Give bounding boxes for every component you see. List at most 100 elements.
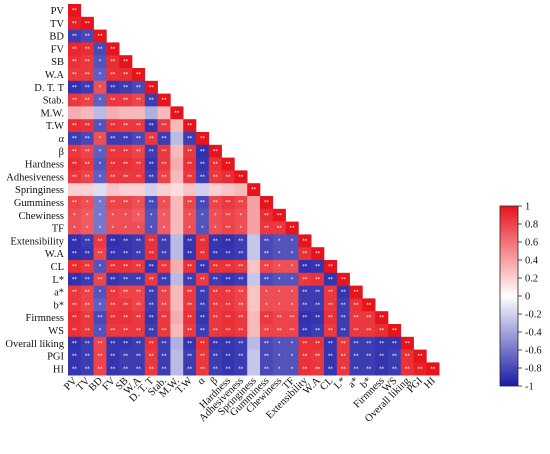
heatmap-cell <box>157 260 171 274</box>
significance-marker: * <box>291 251 294 257</box>
significance-marker: ** <box>392 354 398 360</box>
significance-marker: ** <box>200 264 206 270</box>
heatmap-cell <box>298 336 312 350</box>
heatmap-cell <box>196 272 210 286</box>
significance-marker: * <box>278 302 281 308</box>
significance-marker: ** <box>366 328 372 334</box>
heatmap-cell <box>260 336 274 350</box>
significance-marker: ** <box>238 354 244 360</box>
heatmap-cell <box>93 68 107 82</box>
heatmap-cell <box>196 144 210 158</box>
significance-marker: ** <box>72 162 78 168</box>
heatmap-cell <box>68 119 82 133</box>
significance-marker: ** <box>302 315 308 321</box>
significance-marker: ** <box>200 149 206 155</box>
heatmap-cell <box>68 336 82 350</box>
significance-marker: ** <box>110 123 116 129</box>
significance-marker: ** <box>366 354 372 360</box>
significance-marker: ** <box>200 290 206 296</box>
significance-marker: ** <box>110 162 116 168</box>
heatmap-cell <box>324 362 338 376</box>
heatmap-cell <box>170 234 184 248</box>
heatmap-cell <box>119 119 133 133</box>
heatmap-cell <box>80 144 94 158</box>
significance-marker: ** <box>354 315 360 321</box>
significance-marker: * <box>99 123 102 129</box>
significance-marker: ** <box>110 277 116 283</box>
heatmap-cell <box>93 183 107 197</box>
heatmap-cell <box>144 311 158 325</box>
significance-marker: ** <box>200 136 206 142</box>
heatmap-cell <box>196 183 210 197</box>
heatmap-cell <box>298 349 312 363</box>
significance-marker: ** <box>85 46 91 52</box>
heatmap-cell <box>183 324 197 338</box>
row-label: Springiness <box>15 185 64 196</box>
significance-marker: ** <box>264 226 270 232</box>
significance-marker: ** <box>200 366 206 372</box>
heatmap-cell <box>157 324 171 338</box>
significance-marker: ** <box>110 46 116 52</box>
heatmap-cell <box>144 157 158 171</box>
heatmap-cell <box>144 362 158 376</box>
heatmap-cell <box>80 196 94 210</box>
heatmap-cell <box>183 170 197 184</box>
heatmap-cell <box>170 311 184 325</box>
significance-marker: ** <box>392 341 398 347</box>
significance-marker: * <box>163 200 166 206</box>
significance-marker: ** <box>149 354 155 360</box>
heatmap-cell <box>196 234 210 248</box>
significance-marker: ** <box>187 328 193 334</box>
heatmap-cell <box>208 324 222 338</box>
heatmap-cell <box>183 157 197 171</box>
heatmap-cell <box>80 93 94 107</box>
significance-marker: ** <box>149 315 155 321</box>
heatmap-cell <box>260 311 274 325</box>
heatmap-cell <box>196 196 210 210</box>
heatmap-cell <box>132 247 146 261</box>
heatmap-cell <box>106 221 120 235</box>
heatmap-cell <box>221 170 235 184</box>
heatmap-cell <box>221 183 235 197</box>
heatmap-cell <box>80 208 94 222</box>
significance-marker: ** <box>213 315 219 321</box>
heatmap-cell <box>388 336 402 350</box>
significance-marker: * <box>291 366 294 372</box>
significance-marker: ** <box>187 277 193 283</box>
heatmap-cell <box>183 119 197 133</box>
row-label: Chewiness <box>19 211 65 222</box>
significance-marker: ** <box>72 149 78 155</box>
heatmap-cell <box>285 362 299 376</box>
significance-marker: ** <box>226 290 232 296</box>
significance-marker: ** <box>136 251 142 257</box>
significance-marker: ** <box>110 136 116 142</box>
heatmap-cell <box>80 157 94 171</box>
heatmap-cell <box>388 324 402 338</box>
heatmap-cell <box>272 336 286 350</box>
heatmap-cell <box>170 272 184 286</box>
significance-marker: ** <box>162 123 168 129</box>
heatmap-cell <box>93 208 107 222</box>
heatmap-cell <box>93 80 107 94</box>
heatmap-cell <box>336 362 350 376</box>
heatmap-cell <box>324 260 338 274</box>
row-label: Extensibility <box>10 236 64 247</box>
heatmap-cell <box>68 80 82 94</box>
significance-marker: ** <box>72 34 78 40</box>
significance-marker: ** <box>136 162 142 168</box>
heatmap-cell <box>93 234 107 248</box>
heatmap-cell <box>170 336 184 350</box>
significance-marker: ** <box>379 354 385 360</box>
heatmap-cell <box>119 362 133 376</box>
heatmap-cell <box>144 183 158 197</box>
significance-marker: ** <box>341 341 347 347</box>
heatmap-cell <box>157 106 171 120</box>
heatmap-cell <box>272 298 286 312</box>
significance-marker: ** <box>136 341 142 347</box>
significance-marker: ** <box>354 302 360 308</box>
significance-marker: ** <box>85 251 91 257</box>
heatmap-cell <box>375 362 389 376</box>
significance-marker: ** <box>341 354 347 360</box>
significance-marker: ** <box>149 162 155 168</box>
heatmap-cell <box>260 349 274 363</box>
